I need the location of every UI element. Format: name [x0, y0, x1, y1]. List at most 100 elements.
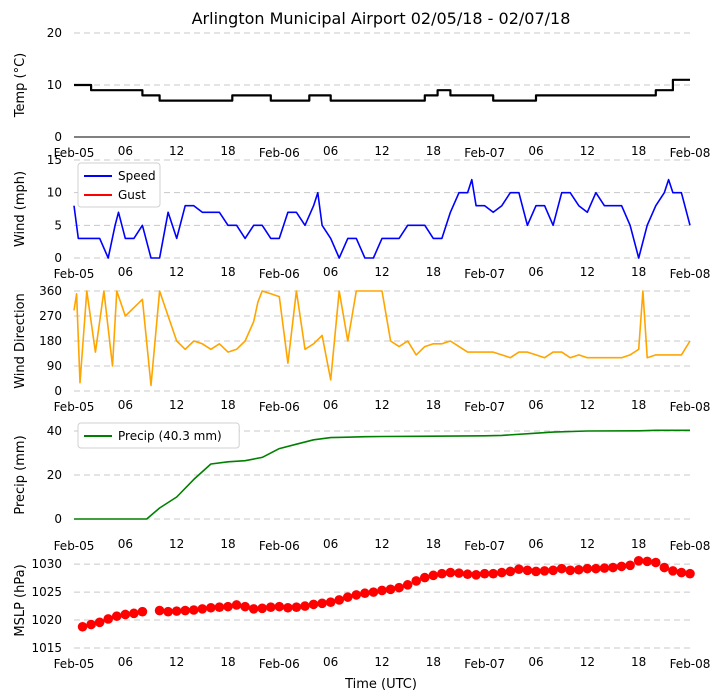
data-point — [496, 567, 507, 578]
x-tick-label: 18 — [631, 655, 646, 669]
y-axis-label: Wind Direction — [13, 293, 28, 389]
x-tick-label: Feb-05 — [54, 267, 95, 281]
x-tick-label: 06 — [528, 398, 543, 412]
data-point — [642, 556, 653, 567]
x-tick-label: 06 — [118, 655, 133, 669]
data-point — [163, 606, 173, 617]
data-point — [437, 568, 447, 579]
x-tick-label: 18 — [631, 537, 646, 551]
x-tick-label: 12 — [374, 537, 389, 551]
data-point — [325, 597, 336, 607]
y-tick-label: 1030 — [31, 557, 62, 571]
y-tick-label: 10 — [47, 78, 62, 92]
wind-panel: 0 5 10 15 Feb-05 06 12 18 Feb-06 06 12 18 Feb-07 06 12… — [13, 153, 710, 281]
data-point — [685, 568, 695, 579]
y-tick-label: 1020 — [31, 613, 62, 627]
data-point — [573, 564, 584, 575]
data-point — [197, 604, 208, 614]
data-point — [462, 569, 473, 580]
x-tick-label: 12 — [580, 655, 595, 669]
x-tick-label: 18 — [631, 265, 646, 279]
y-axis-label: MSLP (hPa) — [13, 564, 28, 636]
data-point — [556, 563, 567, 574]
data-point — [548, 565, 558, 576]
x-tick-label: Feb-06 — [259, 539, 300, 553]
legend-box — [77, 422, 240, 449]
series-line-speed — [73, 178, 691, 259]
data-point — [411, 576, 422, 586]
x-tick-label: 12 — [580, 144, 595, 158]
data-point — [479, 568, 490, 579]
x-tick-label: 12 — [169, 144, 184, 158]
data-point — [291, 602, 302, 613]
x-axis-label: Time (UTC) — [344, 677, 417, 692]
x-tick-label: 06 — [118, 265, 133, 279]
x-tick-label: Feb-07 — [464, 400, 505, 414]
x-tick-label: 12 — [374, 655, 389, 669]
y-tick-label: 90 — [47, 359, 62, 373]
x-tick-label: Feb-05 — [54, 657, 95, 671]
y-axis-label: Wind (mph) — [13, 171, 28, 247]
y-axis-label: Temp (°C) — [13, 53, 28, 119]
x-tick-label: 18 — [426, 398, 441, 412]
data-point — [488, 568, 499, 579]
temp-panel: 0 10 20 Feb-05 06 12 18 Feb-06 06 12 18 Feb-07 06 12 1… — [13, 26, 710, 160]
dir-panel: 0 90 180 270 360 Feb-05 06 12 18 Feb-06 06 12 18 Feb-… — [13, 284, 710, 414]
data-point — [283, 602, 293, 613]
data-point — [368, 587, 379, 597]
x-tick-label: 12 — [580, 265, 595, 279]
y-tick-label: 5 — [54, 218, 62, 232]
series-line-precip-40-3-mm- — [74, 429, 690, 520]
data-point — [214, 602, 225, 613]
data-point — [385, 584, 396, 595]
x-tick-label: Feb-06 — [259, 267, 300, 281]
data-point — [505, 566, 516, 577]
x-tick-label: Feb-07 — [464, 146, 505, 160]
data-point — [676, 567, 687, 578]
y-tick-label: 20 — [47, 468, 62, 482]
x-tick-label: 18 — [220, 265, 235, 279]
data-point — [129, 608, 139, 619]
y-tick-label: 0 — [54, 251, 62, 265]
data-point — [351, 590, 362, 600]
x-tick-label: 06 — [118, 398, 133, 412]
x-tick-label: Feb-07 — [464, 657, 505, 671]
x-tick-label: 18 — [426, 144, 441, 158]
x-tick-label: Feb-08 — [670, 657, 711, 671]
data-point — [454, 568, 464, 578]
x-tick-label: 12 — [169, 265, 184, 279]
x-tick-label: 06 — [323, 398, 338, 412]
x-tick-label: Feb-07 — [464, 539, 505, 553]
data-point — [171, 606, 182, 616]
data-point — [599, 563, 610, 573]
x-tick-label: 18 — [220, 144, 235, 158]
x-tick-label: 18 — [631, 398, 646, 412]
x-tick-label: 12 — [374, 265, 389, 279]
x-tick-label: 12 — [374, 144, 389, 158]
data-point — [300, 601, 310, 611]
x-tick-label: Feb-06 — [259, 400, 300, 414]
x-tick-label: Feb-08 — [670, 146, 711, 160]
data-point — [231, 600, 242, 610]
x-tick-label: Feb-07 — [464, 267, 505, 281]
data-point — [120, 609, 131, 620]
data-point — [608, 562, 618, 573]
y-tick-label: 10 — [47, 186, 62, 200]
x-tick-label: 18 — [220, 655, 235, 669]
x-tick-label: Feb-05 — [54, 146, 95, 160]
x-tick-label: 18 — [220, 537, 235, 551]
y-tick-label: 0 — [54, 512, 62, 526]
data-point — [445, 567, 456, 578]
x-tick-label: 18 — [631, 144, 646, 158]
data-point — [206, 602, 216, 613]
data-point — [539, 566, 550, 576]
data-point — [257, 603, 268, 614]
series-line-temp — [74, 78, 690, 102]
x-tick-label: 18 — [426, 265, 441, 279]
x-tick-label: 18 — [426, 655, 441, 669]
data-point — [317, 598, 327, 609]
precip-panel: 0 20 40 Feb-05 06 12 18 Feb-06 06 12 18 Feb-07 06 12 1… — [13, 422, 710, 553]
data-point — [377, 585, 387, 596]
data-point — [103, 614, 114, 624]
